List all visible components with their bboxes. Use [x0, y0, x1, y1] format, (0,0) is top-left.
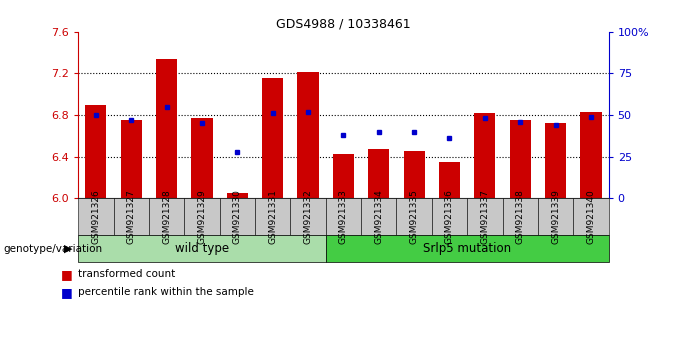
Bar	[262, 78, 284, 198]
Text: ▶: ▶	[64, 244, 72, 254]
Bar	[191, 118, 213, 198]
Text: GSM921327: GSM921327	[126, 189, 136, 244]
Bar	[509, 120, 531, 198]
Text: genotype/variation: genotype/variation	[3, 244, 103, 254]
Bar	[226, 193, 248, 198]
Text: GSM921329: GSM921329	[197, 189, 207, 244]
Text: GSM921340: GSM921340	[586, 189, 596, 244]
Bar	[156, 59, 177, 198]
Bar	[439, 162, 460, 198]
Text: GSM921328: GSM921328	[162, 189, 171, 244]
Bar	[403, 152, 425, 198]
Text: GSM921337: GSM921337	[480, 189, 490, 244]
Bar	[368, 149, 390, 198]
Bar	[85, 105, 107, 198]
Text: GSM921331: GSM921331	[268, 189, 277, 244]
Title: GDS4988 / 10338461: GDS4988 / 10338461	[276, 18, 411, 31]
Text: GSM921334: GSM921334	[374, 189, 384, 244]
Bar	[474, 113, 496, 198]
Text: GSM921335: GSM921335	[409, 189, 419, 244]
Text: transformed count: transformed count	[78, 269, 175, 279]
Text: GSM921339: GSM921339	[551, 189, 560, 244]
Bar	[333, 154, 354, 198]
Text: wild type: wild type	[175, 242, 229, 255]
Text: ■: ■	[61, 286, 73, 298]
Bar	[120, 120, 142, 198]
Text: ■: ■	[61, 268, 73, 281]
Text: GSM921333: GSM921333	[339, 189, 348, 244]
Text: GSM921338: GSM921338	[515, 189, 525, 244]
Text: GSM921336: GSM921336	[445, 189, 454, 244]
Text: GSM921326: GSM921326	[91, 189, 101, 244]
Text: Srlp5 mutation: Srlp5 mutation	[423, 242, 511, 255]
Bar	[545, 124, 566, 198]
Text: GSM921330: GSM921330	[233, 189, 242, 244]
Bar	[297, 73, 319, 198]
Text: GSM921332: GSM921332	[303, 189, 313, 244]
Bar	[580, 112, 602, 198]
Text: percentile rank within the sample: percentile rank within the sample	[78, 287, 254, 297]
